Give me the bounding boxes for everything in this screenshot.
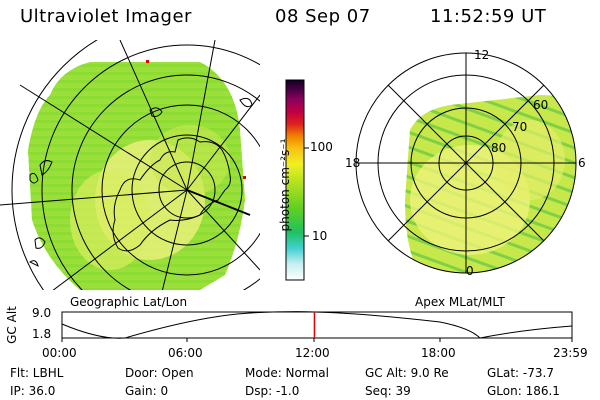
seq-readout: Seq: 39 xyxy=(365,384,411,398)
gc-alt-readout: GC Alt: 9.0 Re xyxy=(365,366,449,380)
apex-caption: Apex MLat/MLT xyxy=(415,295,505,309)
colorbar-tick-10: 10 xyxy=(312,229,328,243)
mlat-label-70: 70 xyxy=(512,120,528,134)
x-tick-1200: 12:00 xyxy=(295,346,330,360)
mlt-label-6: 6 xyxy=(578,156,586,170)
mlat-label-60: 60 xyxy=(533,98,549,112)
colorbar-tick-100: 100 xyxy=(310,140,333,154)
filter-readout: Flt: LBHL xyxy=(10,366,64,380)
x-tick-1800: 18:00 xyxy=(421,346,456,360)
x-tick-0000: 00:00 xyxy=(42,346,77,360)
x-tick-2359: 23:59 xyxy=(553,346,588,360)
instrument-title: Ultraviolet Imager xyxy=(20,6,192,27)
altitude-plot xyxy=(61,311,573,342)
dsp-readout: Dsp: -1.0 xyxy=(245,384,300,398)
door-readout: Door: Open xyxy=(125,366,194,380)
geographic-caption: Geographic Lat/Lon xyxy=(70,295,188,309)
observation-time: 11:52:59 UT xyxy=(430,6,547,27)
colorbar xyxy=(285,79,309,281)
gain-readout: Gain: 0 xyxy=(125,384,169,398)
mlt-label-0: 0 xyxy=(466,264,474,278)
colorbar-unit-label: photon cm⁻²s⁻¹ xyxy=(278,138,292,232)
ip-readout: IP: 36.0 xyxy=(10,384,56,398)
observation-date: 08 Sep 07 xyxy=(275,6,371,27)
x-tick-0600: 06:00 xyxy=(168,346,203,360)
mlt-label-18: 18 xyxy=(345,156,361,170)
mlat-label-80: 80 xyxy=(491,141,507,155)
altitude-ytick-low: 1.8 xyxy=(32,327,52,341)
coastline xyxy=(112,137,231,252)
altitude-ytick-high: 9.0 xyxy=(32,306,52,320)
altitude-ylabel: GC Alt xyxy=(5,306,19,344)
glat-readout: GLat: -73.7 xyxy=(487,366,554,380)
glon-readout: GLon: 186.1 xyxy=(487,384,560,398)
geographic-map xyxy=(0,40,260,290)
mode-readout: Mode: Normal xyxy=(245,366,329,380)
mlt-label-12: 12 xyxy=(474,48,490,62)
polar-map xyxy=(355,52,577,274)
